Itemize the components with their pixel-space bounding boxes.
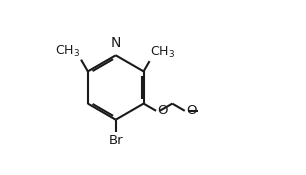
Text: Br: Br	[108, 134, 123, 147]
Text: O: O	[186, 104, 197, 117]
Text: N: N	[110, 36, 121, 50]
Text: O: O	[157, 104, 168, 117]
Text: CH$_3$: CH$_3$	[55, 44, 80, 59]
Text: CH$_3$: CH$_3$	[150, 45, 176, 60]
